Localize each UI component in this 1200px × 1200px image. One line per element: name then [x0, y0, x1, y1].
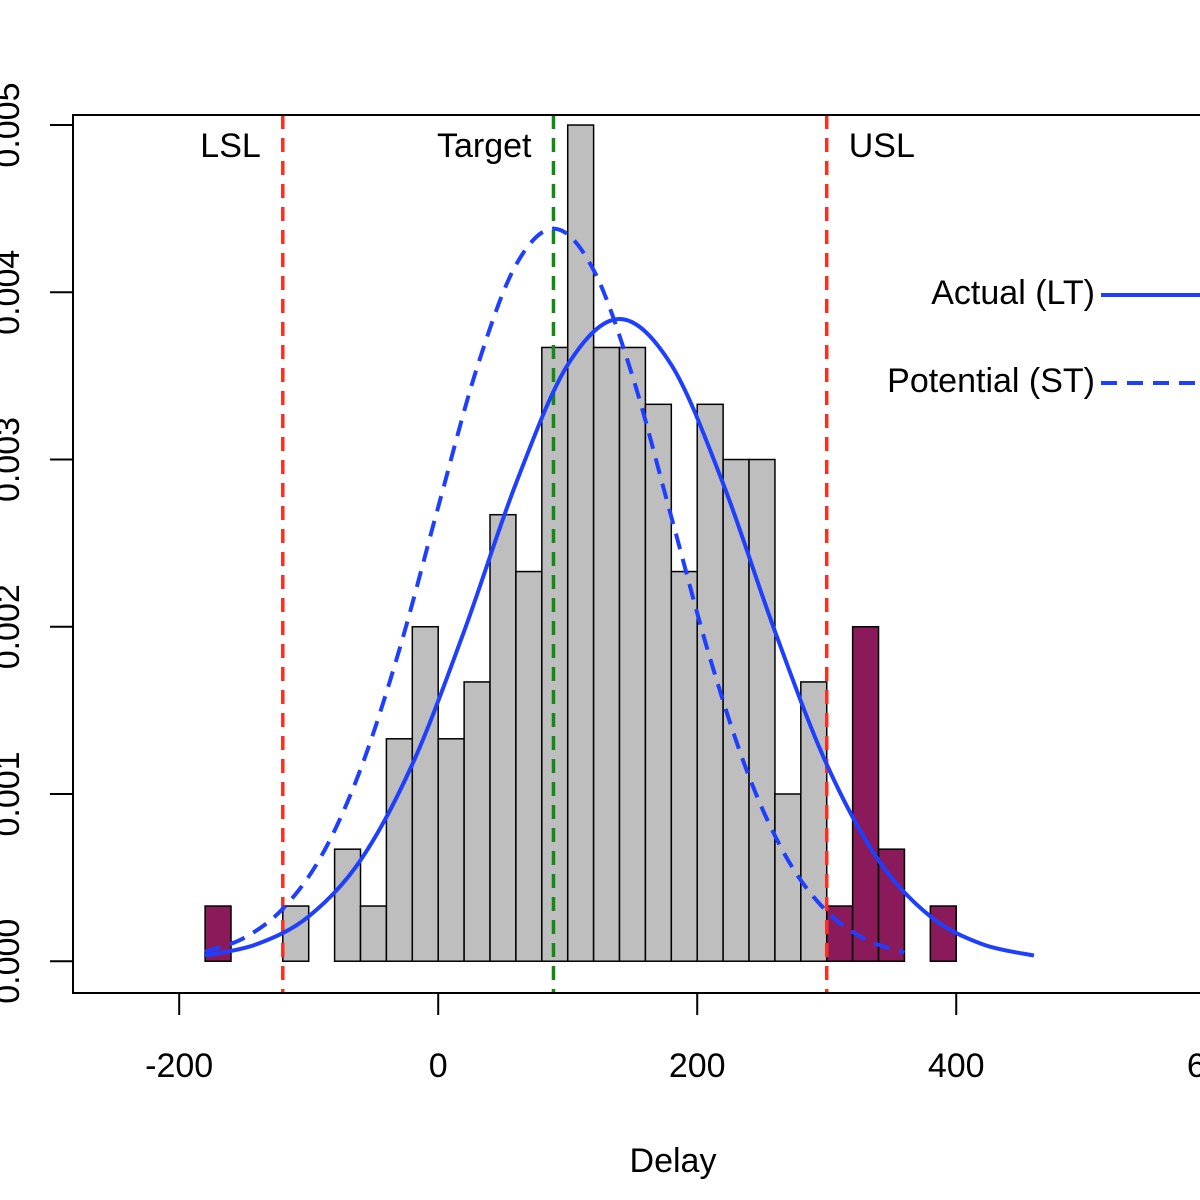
histogram-bar: [489, 513, 517, 962]
histogram-bar: [411, 625, 439, 962]
y-tick-label: 0.005: [0, 82, 27, 167]
x-axis-label: Delay: [630, 1142, 717, 1180]
density-curve: [204, 226, 906, 955]
x-tick-label: 400: [928, 1047, 985, 1085]
histogram-bar: [670, 570, 698, 962]
x-tick-label: 600: [1187, 1047, 1200, 1085]
y-tick-label: 0.000: [0, 919, 27, 1004]
histogram-bar: [592, 346, 621, 962]
y-tick-label: 0.003: [0, 417, 27, 502]
spec-label: LSL: [200, 127, 261, 165]
histogram-bar: [851, 625, 880, 962]
spec-label: Target: [437, 127, 532, 165]
histogram-bar: [437, 738, 465, 962]
density-curve: [204, 317, 1035, 958]
y-tick-label: 0.004: [0, 250, 27, 335]
y-tick-label: 0.001: [0, 751, 27, 836]
plot-frame: [72, 114, 1200, 994]
histogram-bar: [463, 681, 491, 962]
x-tick-label: 0: [429, 1047, 448, 1085]
histogram-bar: [748, 458, 776, 962]
y-tick-label: 0.002: [0, 584, 27, 669]
x-tick-label: 200: [669, 1047, 726, 1085]
histogram-bar: [774, 793, 802, 962]
histogram-bar: [515, 570, 543, 962]
legend-label: Potential (ST): [887, 362, 1095, 400]
histogram-bar: [800, 681, 828, 962]
histogram-bar: [359, 905, 388, 962]
x-tick-label: -200: [145, 1047, 213, 1085]
histogram-bar: [929, 905, 957, 962]
histogram-bar: [644, 403, 673, 962]
spec-label: USL: [849, 127, 915, 165]
histogram-bar: [825, 905, 854, 962]
histogram-bar: [618, 346, 647, 962]
legend-label: Actual (LT): [931, 274, 1095, 312]
histogram-bar: [282, 905, 310, 962]
histogram-bar: [696, 403, 724, 962]
